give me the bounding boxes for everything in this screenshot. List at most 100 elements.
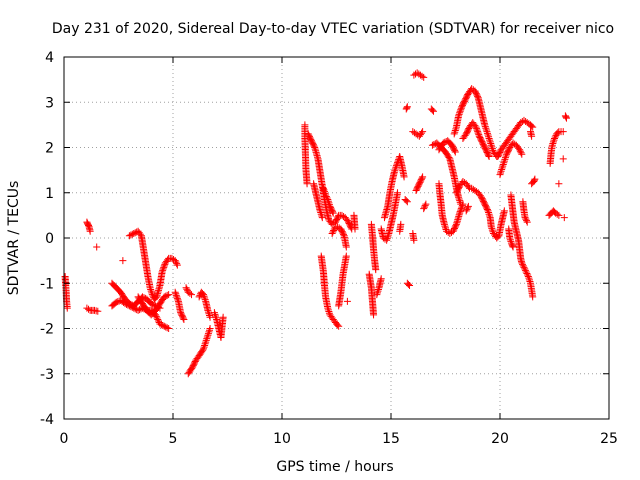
data-points — [61, 69, 570, 378]
data-point — [518, 150, 526, 158]
data-point — [370, 311, 378, 319]
data-point — [325, 309, 333, 317]
data-point — [506, 236, 514, 244]
data-point — [496, 171, 504, 179]
x-tick-label: 5 — [169, 431, 178, 447]
data-point — [125, 232, 133, 240]
data-point — [325, 199, 333, 207]
data-point — [328, 229, 336, 237]
data-point — [317, 210, 325, 218]
data-point — [154, 317, 162, 325]
data-point — [206, 311, 214, 319]
data-point — [149, 300, 157, 308]
data-point — [465, 124, 473, 132]
data-point — [531, 175, 539, 183]
data-point — [501, 155, 509, 163]
data-point — [127, 231, 135, 239]
y-tick-label: 1 — [45, 186, 54, 202]
data-point — [206, 313, 214, 321]
data-point — [507, 237, 515, 245]
data-point — [183, 285, 191, 293]
data-point — [373, 291, 381, 299]
data-point — [334, 321, 342, 329]
data-point — [420, 205, 428, 213]
data-point — [205, 310, 213, 318]
data-point — [172, 258, 180, 266]
data-point — [483, 205, 491, 213]
data-point — [162, 323, 170, 331]
data-point — [519, 260, 527, 268]
data-point — [173, 293, 181, 301]
data-point — [130, 229, 138, 237]
data-point — [200, 291, 208, 299]
data-point — [464, 183, 472, 191]
data-point — [522, 215, 530, 223]
data-point — [317, 209, 325, 217]
data-point — [475, 131, 483, 139]
data-point — [481, 123, 489, 131]
data-point — [458, 202, 466, 210]
data-point — [455, 110, 463, 118]
data-point — [128, 303, 136, 311]
data-point — [320, 186, 328, 194]
x-axis-label: GPS time / hours — [276, 459, 393, 475]
data-point — [455, 195, 463, 203]
data-point — [195, 293, 203, 301]
data-point — [461, 131, 469, 139]
y-tick-label: -1 — [40, 276, 54, 292]
data-point — [342, 252, 350, 260]
data-point — [523, 218, 531, 226]
data-point — [384, 233, 392, 241]
data-point — [457, 206, 465, 214]
data-point — [172, 290, 180, 298]
data-point — [457, 104, 465, 112]
data-point — [451, 148, 459, 156]
data-point — [160, 322, 168, 330]
data-point — [406, 282, 414, 290]
data-point — [316, 207, 324, 215]
data-point — [134, 306, 142, 314]
data-point — [391, 167, 399, 175]
y-axis-label: SDTVAR / TECUs — [6, 181, 22, 296]
data-point — [515, 144, 523, 152]
data-point — [458, 203, 466, 211]
data-point — [163, 291, 171, 299]
data-point — [324, 306, 332, 314]
data-point — [428, 106, 436, 114]
data-point — [509, 242, 517, 250]
data-point — [329, 209, 337, 217]
data-point — [372, 266, 380, 274]
data-point — [420, 203, 428, 211]
data-point — [530, 176, 538, 184]
data-point — [119, 257, 127, 265]
data-point — [201, 341, 209, 349]
data-point — [500, 157, 508, 165]
data-point — [204, 308, 212, 316]
data-point — [147, 300, 155, 308]
data-point — [206, 326, 214, 334]
y-tick-label: -4 — [40, 412, 54, 428]
data-point — [159, 321, 167, 329]
data-point — [403, 103, 411, 111]
data-point — [203, 335, 211, 343]
data-point — [418, 72, 426, 80]
data-point — [121, 300, 129, 308]
data-point — [173, 294, 181, 302]
data-point — [487, 140, 495, 148]
data-point — [455, 193, 463, 201]
data-point — [560, 214, 568, 222]
data-point — [473, 125, 481, 133]
data-point — [501, 154, 509, 162]
data-point — [202, 336, 210, 344]
data-point — [200, 292, 208, 300]
x-tick-label: 10 — [273, 431, 291, 447]
data-point — [324, 197, 332, 205]
x-tick-label: 20 — [491, 431, 509, 447]
data-point — [483, 128, 491, 136]
data-point — [322, 191, 330, 199]
data-point — [455, 112, 463, 120]
data-point — [474, 92, 482, 100]
data-point — [219, 313, 227, 321]
data-point — [551, 133, 559, 141]
data-point — [506, 234, 514, 242]
